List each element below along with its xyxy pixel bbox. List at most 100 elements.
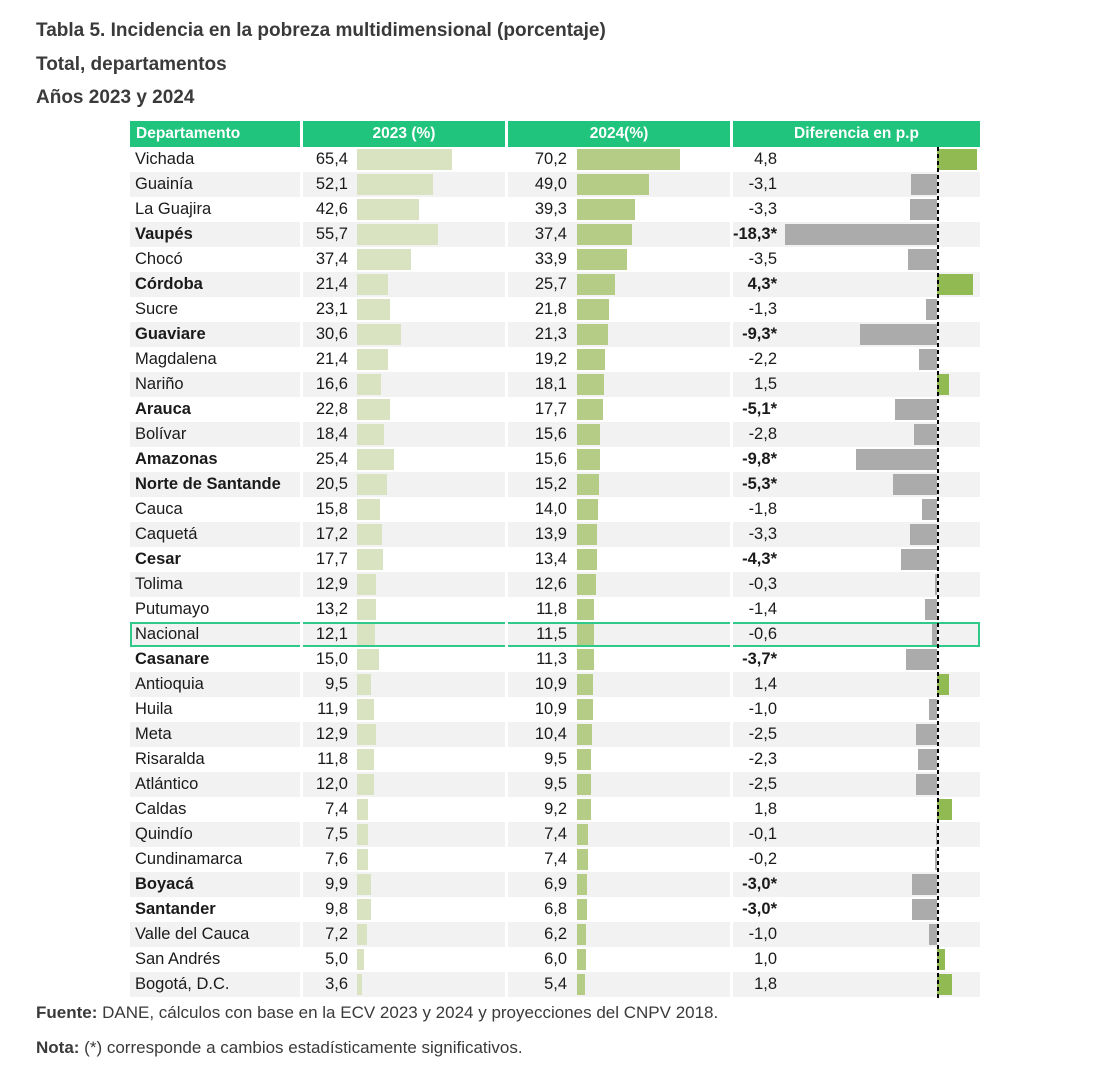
- cell-2023: 9,5: [300, 672, 505, 697]
- diff-value: -1,4: [748, 600, 777, 618]
- bar-2023: [357, 724, 376, 745]
- diff-bar-area: [780, 572, 980, 597]
- diff-value: -0,3: [748, 575, 777, 593]
- value-2024: 6,2: [544, 925, 567, 943]
- diff-bar-negative: [916, 774, 937, 795]
- bar-area-2024: [571, 649, 730, 670]
- bar-area-2024: [571, 724, 730, 745]
- bar-2024: [577, 774, 591, 795]
- bar-2023: [357, 199, 419, 220]
- bar-area-2024: [571, 249, 730, 270]
- diff-bar-area: [780, 472, 980, 497]
- bar-area-2023: [352, 499, 505, 520]
- value-2024: 7,4: [544, 825, 567, 843]
- value-2023: 30,6: [315, 325, 348, 343]
- cell-2024: 37,4: [505, 222, 730, 247]
- department-name: Valle del Cauca: [135, 925, 250, 943]
- diff-bar-negative: [922, 499, 937, 520]
- table-row: Meta 12,9 10,4 -2,5: [130, 722, 980, 747]
- department-name: Caldas: [135, 800, 187, 818]
- diff-bar-area: [780, 497, 980, 522]
- table-row: Tolima 12,9 12,6 -0,3: [130, 572, 980, 597]
- diff-bar-area: [780, 622, 980, 647]
- diff-bar-positive: [937, 149, 977, 170]
- cell-diferencia: -5,1*: [730, 397, 980, 422]
- table-title: Tabla 5. Incidencia en la pobreza multid…: [36, 20, 606, 41]
- cell-diferencia: -3,3: [730, 197, 980, 222]
- diff-bar-area: [780, 872, 980, 897]
- diff-value: 4,3*: [747, 275, 777, 293]
- cell-2023: 18,4: [300, 422, 505, 447]
- value-2024: 11,5: [536, 625, 567, 643]
- cell-2023: 22,8: [300, 397, 505, 422]
- cell-diferencia: -1,0: [730, 697, 980, 722]
- cell-2024: 33,9: [505, 247, 730, 272]
- diff-bar-negative: [917, 749, 937, 770]
- value-2023: 12,0: [315, 775, 348, 793]
- diff-bar-area: [780, 147, 980, 172]
- cell-2023: 21,4: [300, 272, 505, 297]
- diff-bar-negative: [925, 599, 937, 620]
- cell-2024: 25,7: [505, 272, 730, 297]
- table-row: Sucre 23,1 21,8 -1,3: [130, 297, 980, 322]
- table-row: Chocó 37,4 33,9 -3,5: [130, 247, 980, 272]
- diff-value: 1,0: [754, 950, 777, 968]
- cell-2024: 10,4: [505, 722, 730, 747]
- diff-value: -3,1: [748, 175, 777, 193]
- bar-area-2023: [352, 899, 505, 920]
- diff-bar-negative: [916, 724, 937, 745]
- diff-bar-positive: [937, 949, 946, 970]
- bar-2023: [357, 599, 377, 620]
- bar-area-2023: [352, 974, 505, 995]
- bar-area-2024: [571, 399, 730, 420]
- header-diferencia: Diferencia en p.p: [730, 121, 980, 147]
- bar-2024: [577, 974, 585, 995]
- cell-2024: 15,6: [505, 422, 730, 447]
- note-text: (*) corresponde a cambios estadísticamen…: [79, 1038, 523, 1057]
- diff-value: 1,5: [754, 375, 777, 393]
- source-text: DANE, cálculos con base en la ECV 2023 y…: [97, 1003, 719, 1022]
- table-row: Magdalena 21,4 19,2 -2,2: [130, 347, 980, 372]
- bar-area-2023: [352, 799, 505, 820]
- diff-bar-negative: [918, 349, 937, 370]
- diff-value: -1,0: [748, 925, 777, 943]
- cell-diferencia: -9,8*: [730, 447, 980, 472]
- value-2024: 10,4: [534, 725, 567, 743]
- department-name: Guainía: [135, 175, 193, 193]
- cell-2024: 10,9: [505, 672, 730, 697]
- department-name: Meta: [135, 725, 172, 743]
- value-2024: 21,3: [534, 325, 567, 343]
- diff-bar-negative: [855, 449, 937, 470]
- cell-2023: 37,4: [300, 247, 505, 272]
- bar-2024: [577, 599, 595, 620]
- cell-diferencia: -5,3*: [730, 472, 980, 497]
- diff-value: -5,3*: [742, 475, 777, 493]
- department-name: Risaralda: [135, 750, 205, 768]
- value-2023: 7,2: [325, 925, 348, 943]
- diff-value: -2,5: [748, 725, 777, 743]
- value-2023: 15,8: [315, 500, 348, 518]
- bar-area-2024: [571, 924, 730, 945]
- bar-2023: [357, 449, 394, 470]
- cell-2024: 7,4: [505, 847, 730, 872]
- diff-value: -3,0*: [742, 875, 777, 893]
- cell-diferencia: -3,7*: [730, 647, 980, 672]
- cell-diferencia: -2,2: [730, 347, 980, 372]
- bar-2024: [577, 399, 604, 420]
- bar-2024: [577, 499, 598, 520]
- bar-2024: [577, 824, 588, 845]
- bar-2024: [577, 799, 591, 820]
- department-name: Nacional: [135, 625, 200, 643]
- cell-2023: 30,6: [300, 322, 505, 347]
- bar-area-2024: [571, 449, 730, 470]
- diff-value: -1,3: [748, 300, 777, 318]
- diff-value: -1,8: [748, 500, 777, 518]
- cell-diferencia: -0,2: [730, 847, 980, 872]
- value-2023: 37,4: [315, 250, 348, 268]
- value-2024: 11,3: [536, 650, 567, 668]
- diff-bar-positive: [937, 974, 952, 995]
- bar-area-2024: [571, 274, 730, 295]
- cell-2024: 49,0: [505, 172, 730, 197]
- bar-area-2023: [352, 249, 505, 270]
- diff-bar-negative: [928, 699, 937, 720]
